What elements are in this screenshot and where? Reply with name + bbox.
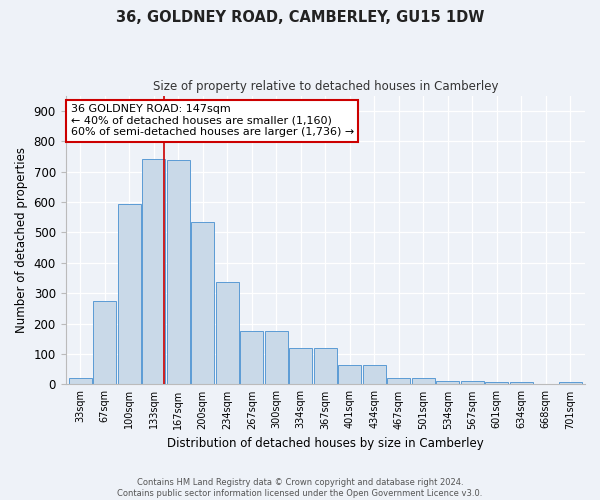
Bar bbox=[93, 302, 116, 384]
Bar bbox=[559, 382, 582, 384]
Bar bbox=[68, 378, 92, 384]
Y-axis label: Number of detached properties: Number of detached properties bbox=[15, 147, 28, 333]
Bar bbox=[461, 381, 484, 384]
Bar bbox=[142, 160, 166, 384]
Bar bbox=[485, 382, 508, 384]
Bar bbox=[338, 364, 361, 384]
Bar bbox=[362, 364, 386, 384]
Text: 36 GOLDNEY ROAD: 147sqm
← 40% of detached houses are smaller (1,160)
60% of semi: 36 GOLDNEY ROAD: 147sqm ← 40% of detache… bbox=[71, 104, 354, 138]
Bar bbox=[289, 348, 313, 385]
Bar bbox=[509, 382, 533, 384]
Text: Contains HM Land Registry data © Crown copyright and database right 2024.
Contai: Contains HM Land Registry data © Crown c… bbox=[118, 478, 482, 498]
Title: Size of property relative to detached houses in Camberley: Size of property relative to detached ho… bbox=[152, 80, 498, 93]
Bar bbox=[118, 204, 141, 384]
X-axis label: Distribution of detached houses by size in Camberley: Distribution of detached houses by size … bbox=[167, 437, 484, 450]
Bar bbox=[167, 160, 190, 384]
Bar bbox=[314, 348, 337, 385]
Bar bbox=[240, 331, 263, 384]
Bar bbox=[215, 282, 239, 385]
Bar bbox=[387, 378, 410, 384]
Bar bbox=[436, 381, 460, 384]
Bar bbox=[265, 331, 288, 384]
Bar bbox=[412, 378, 435, 384]
Bar bbox=[191, 222, 214, 384]
Text: 36, GOLDNEY ROAD, CAMBERLEY, GU15 1DW: 36, GOLDNEY ROAD, CAMBERLEY, GU15 1DW bbox=[116, 10, 484, 25]
